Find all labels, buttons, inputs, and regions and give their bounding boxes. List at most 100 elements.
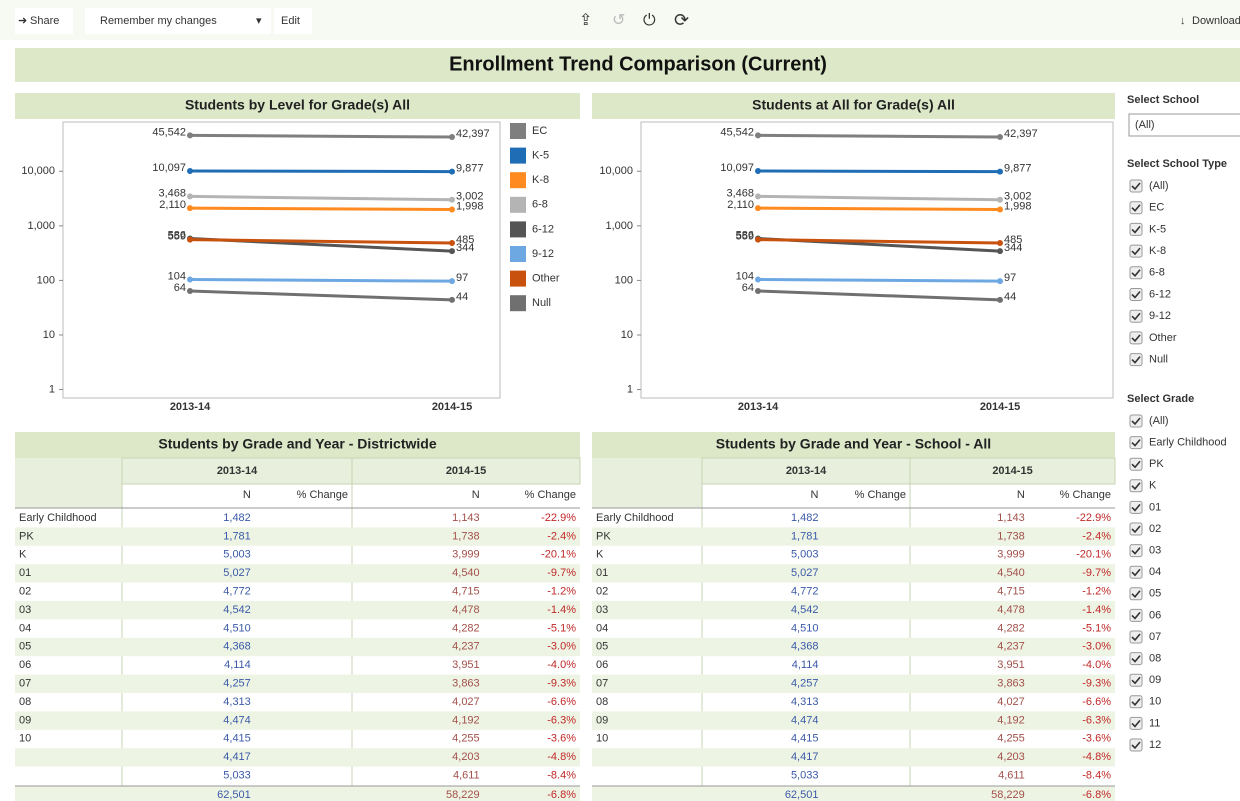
checkbox-label[interactable]: 12 [1149,739,1161,751]
point [449,278,455,285]
checkbox[interactable] [1129,201,1143,215]
filter-label: Select School [1127,94,1199,106]
school-select-value[interactable]: (All) [1135,119,1155,131]
checkbox[interactable] [1129,673,1143,687]
row-label: 04 [19,622,31,634]
checkbox[interactable] [1129,309,1143,323]
checkbox-label[interactable]: 01 [1149,501,1161,513]
checkbox[interactable] [1129,353,1143,367]
checkmark [1131,568,1141,577]
value-label: 64 [174,282,186,294]
cell: -8.4% [1082,770,1111,782]
cell: 4,415 [791,733,819,745]
checkbox-label[interactable]: Early Childhood [1149,437,1227,449]
point [187,236,193,243]
checkbox[interactable] [1129,544,1143,558]
undo-icon[interactable]: ↺ [612,12,625,29]
checkbox-label[interactable]: 05 [1149,588,1161,600]
point [755,287,761,294]
remember-button[interactable] [85,8,271,34]
cell: -6.6% [547,696,576,708]
checkbox[interactable] [1129,457,1143,471]
checkbox-label[interactable]: 03 [1149,545,1161,557]
checkbox-label[interactable]: 07 [1149,631,1161,643]
checkbox-label[interactable]: 6-12 [1149,288,1171,300]
checkbox-label[interactable]: PK [1149,458,1164,470]
checkbox-label[interactable]: EC [1149,202,1164,214]
download-label[interactable]: Download [1192,15,1240,27]
cell: -2.4% [1082,530,1111,542]
checkbox-label[interactable]: 10 [1149,696,1161,708]
checkbox[interactable] [1129,738,1143,752]
revert-icon[interactable]: ⏻ [643,12,656,29]
cell: 3,863 [452,678,480,690]
checkbox-label[interactable]: K-5 [1149,223,1166,235]
checkbox-label[interactable]: 04 [1149,566,1161,578]
row-stripe [15,601,580,620]
remember-label[interactable]: Remember my changes [100,15,217,27]
export-icon[interactable]: ⇪ [579,12,592,29]
checkbox[interactable] [1129,695,1143,709]
checkbox-label[interactable]: (All) [1149,180,1169,192]
checkbox-label[interactable]: K [1149,480,1157,492]
filter-label: Select Grade [1127,393,1194,405]
cell: 3,951 [997,659,1025,671]
checkmark [1131,247,1141,256]
checkmark [1131,290,1141,299]
legend-label: EC [532,125,547,137]
school-select[interactable] [1128,113,1240,137]
checkbox[interactable] [1129,522,1143,536]
share-button[interactable] [15,8,73,34]
checkbox-label[interactable]: K-8 [1149,245,1166,257]
checkbox[interactable] [1129,630,1143,644]
refresh-icon[interactable]: ⟳ [674,10,689,30]
checkbox-label[interactable]: 9-12 [1149,310,1171,322]
cell: -20.1% [541,549,576,561]
checkbox-label[interactable]: 09 [1149,674,1161,686]
cell: -3.6% [1082,733,1111,745]
checkbox[interactable] [1129,587,1143,601]
cell: 4,715 [997,586,1025,598]
cell: 4,715 [452,586,480,598]
row-label: 07 [596,678,608,690]
cell: 1,781 [791,530,819,542]
checkbox-label[interactable]: Null [1149,354,1168,366]
checkbox-label[interactable]: Other [1149,332,1177,344]
checkbox-label[interactable]: 11 [1149,717,1160,729]
checkbox[interactable] [1129,331,1143,345]
checkbox[interactable] [1129,652,1143,666]
cell: -6.3% [547,714,576,726]
checkbox-label[interactable]: 08 [1149,653,1161,665]
cell: 4,027 [452,696,480,708]
dashboard-title: Enrollment Trend Comparison (Current) [449,53,827,75]
edit-label[interactable]: Edit [281,15,300,27]
series-line [189,194,453,202]
checkbox[interactable] [1129,244,1143,258]
checkbox-label[interactable]: (All) [1149,415,1169,427]
checkbox[interactable] [1129,436,1143,450]
checkbox[interactable] [1129,565,1143,579]
checkbox-label[interactable]: 02 [1149,523,1161,535]
series-line [189,289,453,302]
value-label: 10,097 [720,162,754,174]
cell: -4.8% [1082,751,1111,763]
checkbox[interactable] [1129,716,1143,730]
checkbox[interactable] [1129,414,1143,428]
checkbox[interactable] [1129,288,1143,301]
checkbox-label[interactable]: 6-8 [1149,267,1165,279]
value-label: 559 [168,231,186,243]
checkbox[interactable] [1129,479,1143,493]
checkmark [1131,182,1141,191]
checkbox[interactable] [1129,179,1143,193]
value-label: 1,998 [456,200,484,212]
cell: 4,510 [791,622,819,634]
cell: 4,415 [223,733,251,745]
series-line [189,238,453,245]
checkbox[interactable] [1129,608,1143,622]
edit-button[interactable] [274,8,312,34]
checkbox[interactable] [1129,266,1143,280]
checkbox-label[interactable]: 06 [1149,609,1161,621]
checkbox[interactable] [1129,500,1143,514]
checkbox[interactable] [1129,222,1143,236]
share-label[interactable]: Share [30,15,59,27]
